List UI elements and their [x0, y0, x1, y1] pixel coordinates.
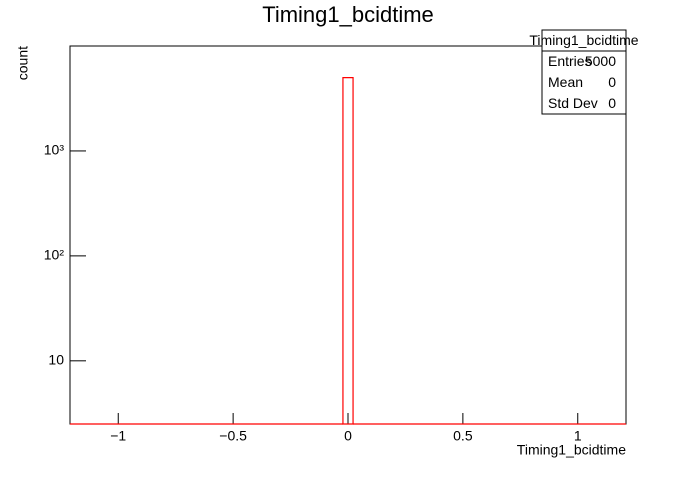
histogram-bar [342, 76, 354, 425]
x-tick-label: 0 [344, 428, 352, 444]
x-tick-label: −1 [110, 428, 126, 444]
x-axis-label: Timing1_bcidtime [517, 442, 626, 458]
y-axis-label: count [15, 46, 31, 80]
stats-label: Entries [548, 53, 592, 69]
y-tick-label: 10² [44, 247, 65, 263]
stats-value: 5000 [585, 53, 616, 69]
y-tick-label: 10³ [44, 142, 65, 158]
chart-title: Timing1_bcidtime [262, 2, 434, 27]
stats-value: 0 [608, 95, 616, 111]
stats-label: Mean [548, 74, 583, 90]
stats-label: Std Dev [548, 95, 598, 111]
x-tick-label: −0.5 [219, 428, 247, 444]
stats-value: 0 [608, 74, 616, 90]
x-tick-label: 0.5 [453, 428, 473, 444]
x-tick-label: 1 [574, 428, 582, 444]
stats-title: Timing1_bcidtime [529, 32, 638, 48]
y-tick-label: 10 [48, 352, 64, 368]
stats-box [541, 29, 627, 115]
